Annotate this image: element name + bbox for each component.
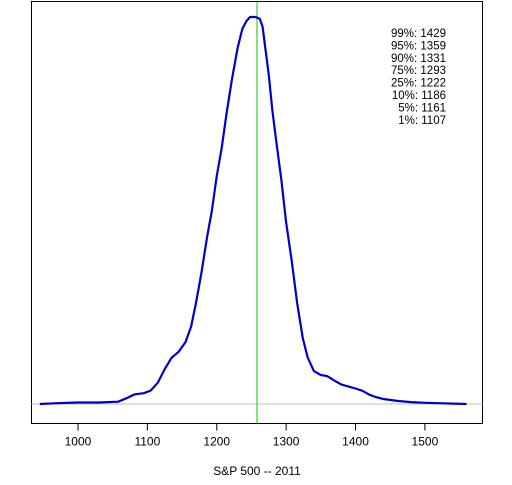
x-axis: 1000 1100 1200 1300 1400 1500 xyxy=(65,423,439,449)
x-tick-label: 1500 xyxy=(412,435,439,449)
density-curve xyxy=(39,15,467,406)
quantile-label: 10%: 1186 xyxy=(392,90,446,102)
quantile-label: 75%: 1293 xyxy=(391,65,446,77)
quantile-label: 1%: 1107 xyxy=(398,115,446,127)
x-tick-label: 1300 xyxy=(273,435,300,449)
x-tick-label: 1000 xyxy=(65,435,92,449)
x-axis-label: S&P 500 -- 2011 xyxy=(213,464,301,478)
quantile-label: 25%: 1222 xyxy=(391,78,446,90)
x-tick-label: 1200 xyxy=(203,435,230,449)
quantile-label: 5%: 1161 xyxy=(398,102,446,114)
quantile-label: 95%: 1359 xyxy=(391,40,446,52)
x-tick-label: 1400 xyxy=(342,435,369,449)
x-tick-label: 1100 xyxy=(134,435,160,449)
quantile-label: 99%: 1429 xyxy=(391,28,446,40)
quantile-label: 90%: 1331 xyxy=(391,53,446,65)
